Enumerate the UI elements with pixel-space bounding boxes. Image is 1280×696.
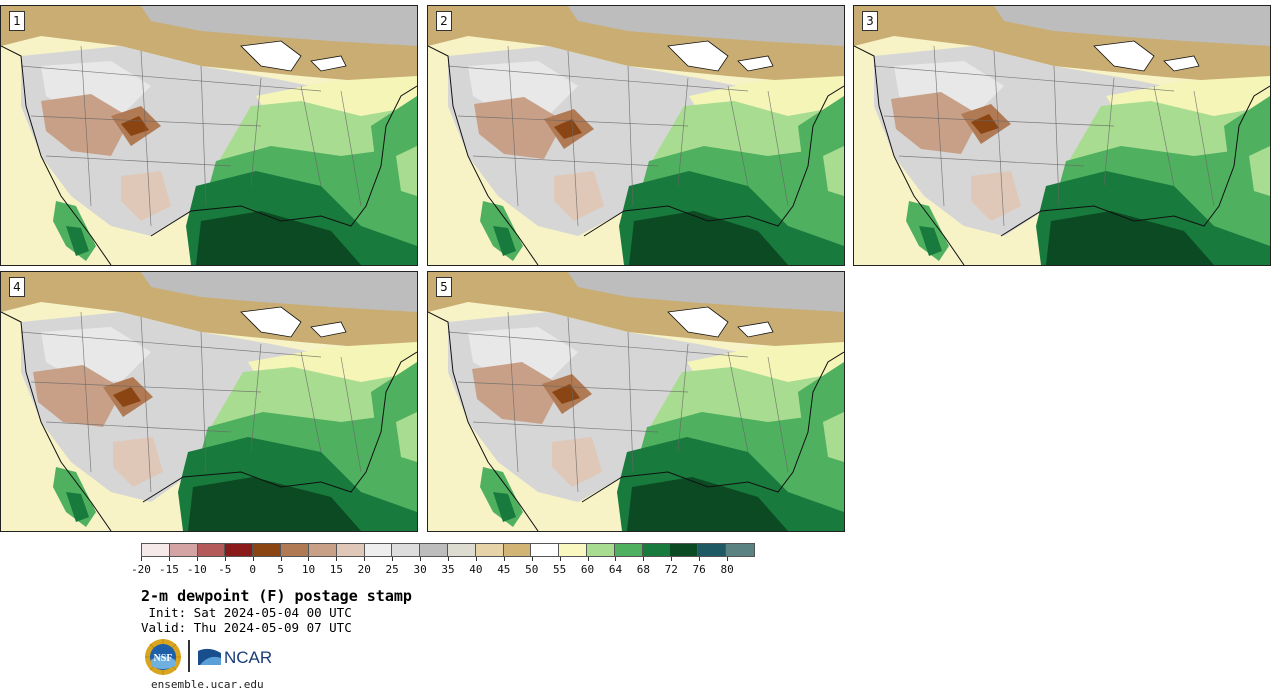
colorbar-tick-label: 30: [413, 563, 427, 576]
colorbar-swatch: [420, 544, 448, 556]
colorbar-swatch: [225, 544, 254, 556]
colorbar-ticks: -20 -15 -10 -5 0 5 10 15 20 25 30 35 40 45 50 55 60 64 68 7…: [131, 557, 755, 577]
colorbar-swatch: [559, 544, 587, 556]
colorbar-tick: [392, 557, 394, 561]
panel-label: 1: [9, 11, 25, 31]
colorbar-tick-label: -20: [131, 563, 151, 576]
forecast-panel-1: 1: [0, 5, 418, 266]
colorbar-swatch: [142, 544, 170, 556]
colorbar-tick: [252, 557, 254, 561]
forecast-panel-2: 2: [427, 5, 845, 266]
panel-label: 3: [862, 11, 878, 31]
nsf-logo: NSF: [145, 639, 181, 675]
colorbar-swatch: [642, 544, 671, 556]
colorbar-tick: [168, 557, 170, 561]
colorbar-tick-label: 20: [357, 563, 371, 576]
colorbar-tick-label: 72: [664, 563, 678, 576]
colorbar-tick-label: 35: [441, 563, 455, 576]
colorbar-tick: [420, 557, 422, 561]
colorbar-swatch: [169, 544, 198, 556]
init-time: Init: Sat 2024-05-04 00 UTC: [141, 605, 352, 620]
ncar-logo: NCAR: [198, 648, 272, 667]
site-url: ensemble.ucar.edu: [151, 678, 264, 691]
forecast-panel-3: 3: [853, 5, 1271, 266]
colorbar-tick: [224, 557, 226, 561]
colorbar-tick-label: 0: [249, 563, 256, 576]
colorbar-swatch: [531, 544, 560, 556]
colorbar-tick: [615, 557, 617, 561]
colorbar-swatch: [614, 544, 643, 556]
colorbar-tick-label: 50: [525, 563, 539, 576]
colorbar: [141, 543, 755, 557]
colorbar-swatch: [670, 544, 699, 556]
colorbar-tick-label: 55: [553, 563, 567, 576]
colorbar-tick-label: 64: [608, 563, 623, 576]
colorbar-tick: [643, 557, 645, 561]
panel-label: 4: [9, 277, 25, 297]
colorbar-tick: [727, 557, 729, 561]
colorbar-tick: [503, 557, 505, 561]
colorbar-tick: [671, 557, 673, 561]
panel-label: 5: [436, 277, 452, 297]
colorbar-tick: [587, 557, 589, 561]
colorbar-tick: [699, 557, 701, 561]
ncar-logo-text: NCAR: [224, 648, 272, 667]
colorbar-tick: [364, 557, 366, 561]
colorbar-swatch: [503, 544, 532, 556]
dewpoint-map: [428, 6, 844, 265]
colorbar-swatch: [587, 544, 615, 556]
colorbar-swatch: [392, 544, 421, 556]
colorbar-tick: [141, 557, 142, 561]
colorbar-tick-label: 15: [329, 563, 343, 576]
colorbar-swatch: [197, 544, 226, 556]
dewpoint-map: [428, 272, 844, 531]
dewpoint-map: [1, 6, 417, 265]
colorbar-tick: [531, 557, 533, 561]
nsf-logo-text: NSF: [154, 653, 173, 664]
chart-title: 2-m dewpoint (F) postage stamp: [141, 587, 412, 605]
colorbar-tick: [475, 557, 477, 561]
colorbar-tick: [448, 557, 449, 561]
colorbar-swatch: [698, 544, 727, 556]
colorbar-tick-label: 68: [636, 563, 650, 576]
colorbar-swatch: [336, 544, 365, 556]
colorbar-tick-label: 60: [580, 563, 595, 576]
colorbar-swatch: [447, 544, 476, 556]
forecast-panel-5: 5: [427, 271, 845, 532]
panel-label: 2: [436, 11, 452, 31]
dewpoint-map: [854, 6, 1270, 265]
colorbar-swatch: [308, 544, 337, 556]
colorbar-tick: [280, 557, 282, 561]
colorbar-tick-label: 80: [720, 563, 734, 576]
valid-time: Valid: Thu 2024-05-09 07 UTC: [141, 620, 352, 635]
colorbar-swatch: [253, 544, 282, 556]
colorbar-tick-label: 76: [692, 563, 706, 576]
colorbar-swatch: [364, 544, 393, 556]
colorbar-tick-label: 45: [497, 563, 511, 576]
colorbar-tick: [336, 557, 338, 561]
colorbar-tick-label: -15: [158, 563, 179, 576]
colorbar-swatch: [475, 544, 504, 556]
dewpoint-map: [1, 272, 417, 531]
colorbar-swatch: [281, 544, 309, 556]
logo-divider: [188, 640, 190, 672]
colorbar-tick-label: -10: [186, 563, 207, 576]
colorbar-tick-label: -5: [218, 563, 232, 576]
colorbar-tick-label: 5: [277, 563, 284, 576]
colorbar-tick-label: 25: [385, 563, 399, 576]
forecast-panel-4: 4: [0, 271, 418, 532]
colorbar-tick: [559, 557, 561, 561]
colorbar-swatch: [726, 544, 754, 556]
colorbar-tick: [308, 557, 310, 561]
colorbar-tick-label: 10: [301, 563, 316, 576]
colorbar-tick-label: 40: [469, 563, 483, 576]
colorbar-tick: [196, 557, 198, 561]
